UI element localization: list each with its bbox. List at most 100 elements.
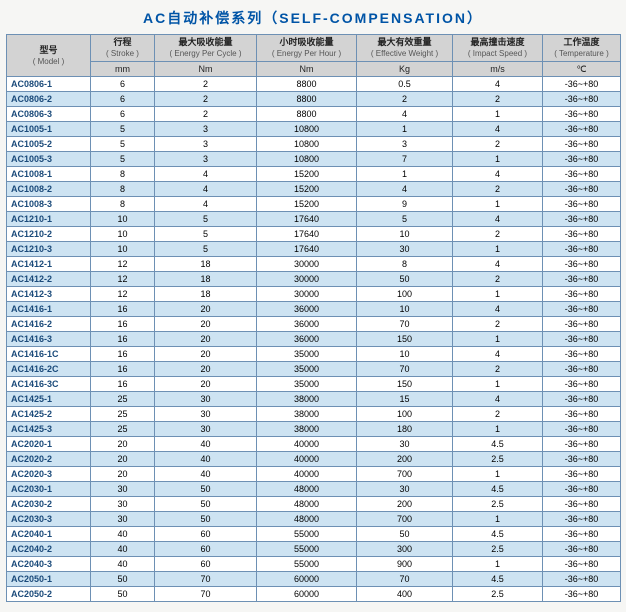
data-cell: 1 [453,152,543,167]
data-cell: -36~+80 [543,482,621,497]
data-cell: 100 [357,407,453,422]
table-row: AC2020-1204040000304.5-36~+80 [7,437,621,452]
table-row: AC2040-1406055000504.5-36~+80 [7,527,621,542]
data-cell: -36~+80 [543,317,621,332]
model-cell: AC1416-2C [7,362,91,377]
data-cell: 12 [91,272,155,287]
data-cell: 200 [357,452,453,467]
data-cell: 30 [357,242,453,257]
data-cell: -36~+80 [543,362,621,377]
data-cell: -36~+80 [543,527,621,542]
data-cell: 5 [155,242,257,257]
model-cell: AC2050-2 [7,587,91,602]
data-cell: 8800 [257,77,357,92]
data-cell: 150 [357,332,453,347]
data-cell: 1 [453,422,543,437]
data-cell: 50 [91,572,155,587]
data-cell: -36~+80 [543,392,621,407]
col-unit-4: Kg [357,62,453,77]
data-cell: 10800 [257,152,357,167]
col-unit-6: ℃ [543,62,621,77]
data-cell: 10 [91,242,155,257]
model-cell: AC1416-3C [7,377,91,392]
data-cell: 6 [91,77,155,92]
data-cell: 5 [91,122,155,137]
data-cell: 1 [453,377,543,392]
model-cell: AC2020-2 [7,452,91,467]
data-cell: 35000 [257,362,357,377]
data-cell: 10 [357,227,453,242]
data-cell: 5 [91,137,155,152]
data-cell: 16 [91,377,155,392]
data-cell: -36~+80 [543,212,621,227]
data-cell: 18 [155,257,257,272]
col-unit-3: Nm [257,62,357,77]
data-cell: 55000 [257,557,357,572]
data-cell: 1 [357,167,453,182]
data-cell: -36~+80 [543,152,621,167]
data-cell: 18 [155,272,257,287]
model-cell: AC1412-2 [7,272,91,287]
col-header-0: 型号( Model ) [7,35,91,77]
model-cell: AC1416-1C [7,347,91,362]
data-cell: -36~+80 [543,137,621,152]
model-cell: AC2020-3 [7,467,91,482]
data-cell: 8800 [257,92,357,107]
data-cell: 25 [91,422,155,437]
model-cell: AC1416-1 [7,302,91,317]
model-cell: AC1210-2 [7,227,91,242]
data-cell: 1 [453,557,543,572]
data-cell: 15 [357,392,453,407]
data-cell: 30 [91,497,155,512]
data-cell: 700 [357,467,453,482]
data-cell: -36~+80 [543,272,621,287]
data-cell: 55000 [257,527,357,542]
data-cell: 30000 [257,287,357,302]
data-cell: 25 [91,407,155,422]
model-cell: AC0806-2 [7,92,91,107]
data-cell: -36~+80 [543,437,621,452]
data-cell: 40 [155,467,257,482]
data-cell: 2 [453,137,543,152]
data-cell: 4 [155,167,257,182]
data-cell: 15200 [257,167,357,182]
model-cell: AC1412-1 [7,257,91,272]
data-cell: 3 [155,122,257,137]
data-cell: 17640 [257,227,357,242]
data-cell: 4 [453,392,543,407]
data-cell: 4.5 [453,482,543,497]
table-row: AC1005-1531080014-36~+80 [7,122,621,137]
col-header-5: 最高撞击速度( Impact Speed ) [453,35,543,62]
data-cell: 2 [357,92,453,107]
data-cell: 10800 [257,122,357,137]
data-cell: -36~+80 [543,107,621,122]
data-cell: 70 [357,317,453,332]
model-cell: AC1005-1 [7,122,91,137]
data-cell: -36~+80 [543,257,621,272]
data-cell: 8800 [257,107,357,122]
table-row: AC2020-32040400007001-36~+80 [7,467,621,482]
table-row: AC1008-3841520091-36~+80 [7,197,621,212]
data-cell: -36~+80 [543,347,621,362]
table-row: AC1005-3531080071-36~+80 [7,152,621,167]
data-cell: 4 [453,122,543,137]
col-unit-5: m/s [453,62,543,77]
col-unit-1: mm [91,62,155,77]
data-cell: 8 [91,167,155,182]
data-cell: 700 [357,512,453,527]
data-cell: 16 [91,317,155,332]
data-cell: 20 [155,302,257,317]
data-cell: 4.5 [453,572,543,587]
data-cell: -36~+80 [543,167,621,182]
data-cell: 36000 [257,332,357,347]
data-cell: 2 [453,407,543,422]
data-cell: 4.5 [453,437,543,452]
data-cell: 50 [91,587,155,602]
model-cell: AC1008-2 [7,182,91,197]
model-cell: AC2040-2 [7,542,91,557]
data-cell: 60000 [257,587,357,602]
data-cell: 100 [357,287,453,302]
model-cell: AC1412-3 [7,287,91,302]
data-cell: 50 [357,272,453,287]
data-cell: 70 [357,572,453,587]
